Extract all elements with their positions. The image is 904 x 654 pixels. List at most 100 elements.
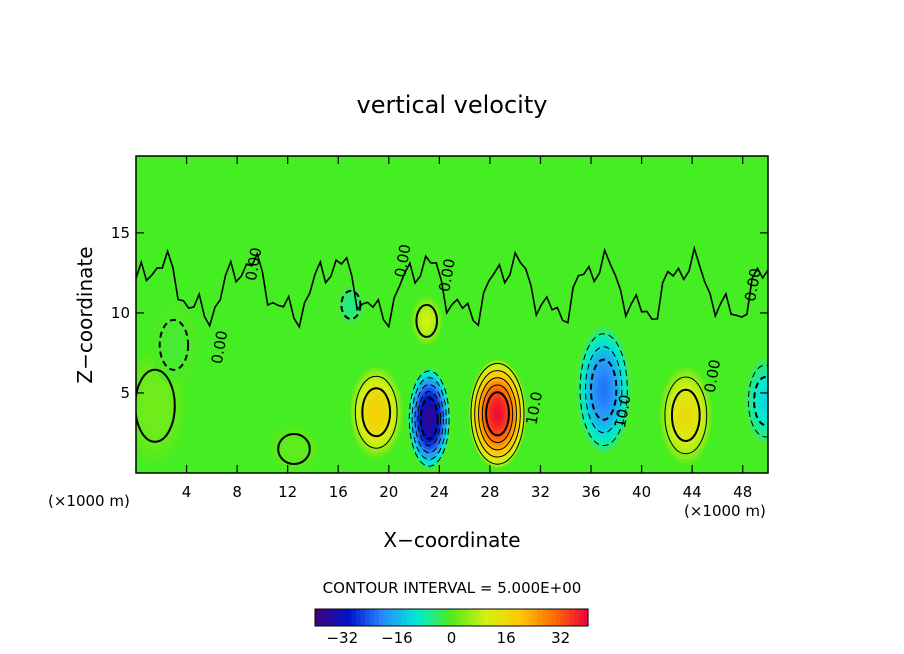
- colorbar-segment: [483, 609, 489, 626]
- plot-area: 0.00 0.00 0.00 0.00 0.00 10.0 10.0 0.00: [135, 155, 769, 474]
- x-tick-label: 44: [683, 483, 702, 501]
- contour-line: [585, 346, 623, 434]
- colorbar-segment: [401, 609, 407, 626]
- velocity-cell: [348, 364, 405, 461]
- colorbar-segment: [428, 609, 434, 626]
- contour-line: [354, 375, 398, 449]
- velocity-cell: [151, 304, 197, 385]
- colorbar: [314, 608, 589, 627]
- contour-lines: [136, 245, 768, 467]
- colorbar-segment: [415, 609, 421, 626]
- contour-line: [753, 376, 768, 426]
- y-tick-label: 15: [111, 224, 130, 242]
- colorbar-segment: [469, 609, 475, 626]
- x-axis-label: X−coordinate: [383, 528, 520, 552]
- colorbar-segment: [355, 609, 362, 626]
- contour-line: [158, 318, 190, 371]
- y-tick-label: 5: [120, 384, 130, 402]
- colorbar-segment: [460, 609, 466, 626]
- plot-frame: [135, 155, 769, 474]
- x-tick-label: 4: [182, 483, 192, 501]
- contour-line: [277, 433, 311, 465]
- colorbar-segment: [542, 609, 548, 626]
- colorbar-segment: [506, 609, 512, 626]
- contour-labels: 0.00 0.00 0.00 0.00 0.00 10.0 10.0 0.00: [208, 243, 765, 430]
- chart-title: vertical velocity: [357, 91, 548, 119]
- contour-line: [340, 289, 362, 320]
- contour-line: [408, 370, 450, 467]
- colorbar-tick-label: −32: [326, 629, 358, 647]
- velocity-cell: [574, 320, 633, 459]
- y-tick-label: 10: [111, 304, 130, 322]
- colorbar-segment: [419, 609, 425, 626]
- velocity-cell: [410, 295, 444, 347]
- colorbar-segment: [324, 609, 330, 626]
- colorbar-segment: [360, 609, 366, 626]
- colorbar-segment: [410, 609, 416, 626]
- x-tick-label: 24: [430, 483, 449, 501]
- contour-line: [481, 384, 514, 444]
- colorbar-tick-label: 32: [551, 629, 570, 647]
- contour-line: [419, 397, 439, 441]
- colorbar-segment: [524, 609, 530, 626]
- colorbar-segment: [456, 609, 462, 626]
- colorbar-segment: [451, 609, 457, 626]
- zero-contour: [136, 245, 768, 330]
- x-tick-label: 8: [232, 483, 242, 501]
- contour-line: [747, 364, 768, 438]
- x-axis: 4 8 12 16 20 24 28 32 36 40 44 48: [182, 156, 752, 501]
- colorbar-tick-label: −16: [381, 629, 413, 647]
- x-tick-label: 40: [632, 483, 651, 501]
- colorbar-segment: [392, 609, 398, 626]
- colorbar-segment: [528, 609, 534, 626]
- contour-line: [470, 362, 525, 465]
- colorbar-segment: [437, 609, 443, 626]
- contour-line: [136, 368, 176, 443]
- colorbar-segment: [374, 609, 380, 626]
- velocity-cell: [467, 356, 528, 472]
- velocity-cell: [406, 364, 453, 473]
- contour-line: [579, 333, 628, 447]
- colorbar-segment: [387, 609, 393, 626]
- colorbar-segment: [424, 609, 430, 626]
- contour-line: [361, 387, 392, 438]
- colorbar-segment: [533, 609, 539, 626]
- colorbar-frame: [314, 608, 589, 627]
- contour-line: [415, 303, 439, 338]
- colorbar-segment: [537, 609, 544, 626]
- contour-label: 10.0: [523, 390, 547, 426]
- x-units-right: (×1000 m): [684, 502, 766, 520]
- y-axis-label: Z−coordinate: [73, 246, 97, 383]
- x-tick-label: 12: [278, 483, 297, 501]
- colorbar-segment: [560, 609, 566, 626]
- colorbar-segment: [378, 609, 384, 626]
- colorbar-segment: [465, 609, 471, 626]
- colorbar-segment: [351, 609, 357, 626]
- contour-label: 0.00: [435, 257, 459, 293]
- colorbar-segment: [565, 609, 571, 626]
- colorbar-ticks: −32 −16 0 16 32: [326, 629, 570, 647]
- colorbar-segment: [365, 609, 371, 626]
- colorbar-segment: [337, 609, 343, 626]
- velocity-cell: [268, 425, 320, 473]
- colorbar-tick-label: 16: [497, 629, 516, 647]
- colorbar-segment: [474, 609, 480, 626]
- colorbar-segment: [383, 609, 389, 626]
- contour-label: 0.00: [701, 358, 725, 394]
- velocity-cell: [742, 353, 768, 449]
- colorbar-segment: [446, 609, 453, 626]
- colorbar-segment: [551, 609, 557, 626]
- colorbar-segment: [478, 609, 484, 626]
- colorbar-segment: [519, 609, 525, 626]
- contour-line: [485, 391, 510, 437]
- y-axis: 5 10 15: [111, 224, 768, 402]
- x-tick-label: 16: [329, 483, 348, 501]
- contour-line: [478, 377, 517, 451]
- contour-line: [590, 358, 618, 421]
- colorbar-segment: [501, 609, 507, 626]
- contour-line: [411, 377, 447, 460]
- colorbar-segment: [315, 609, 321, 626]
- contour-label: 0.00: [391, 243, 415, 279]
- colorbar-segment: [497, 609, 503, 626]
